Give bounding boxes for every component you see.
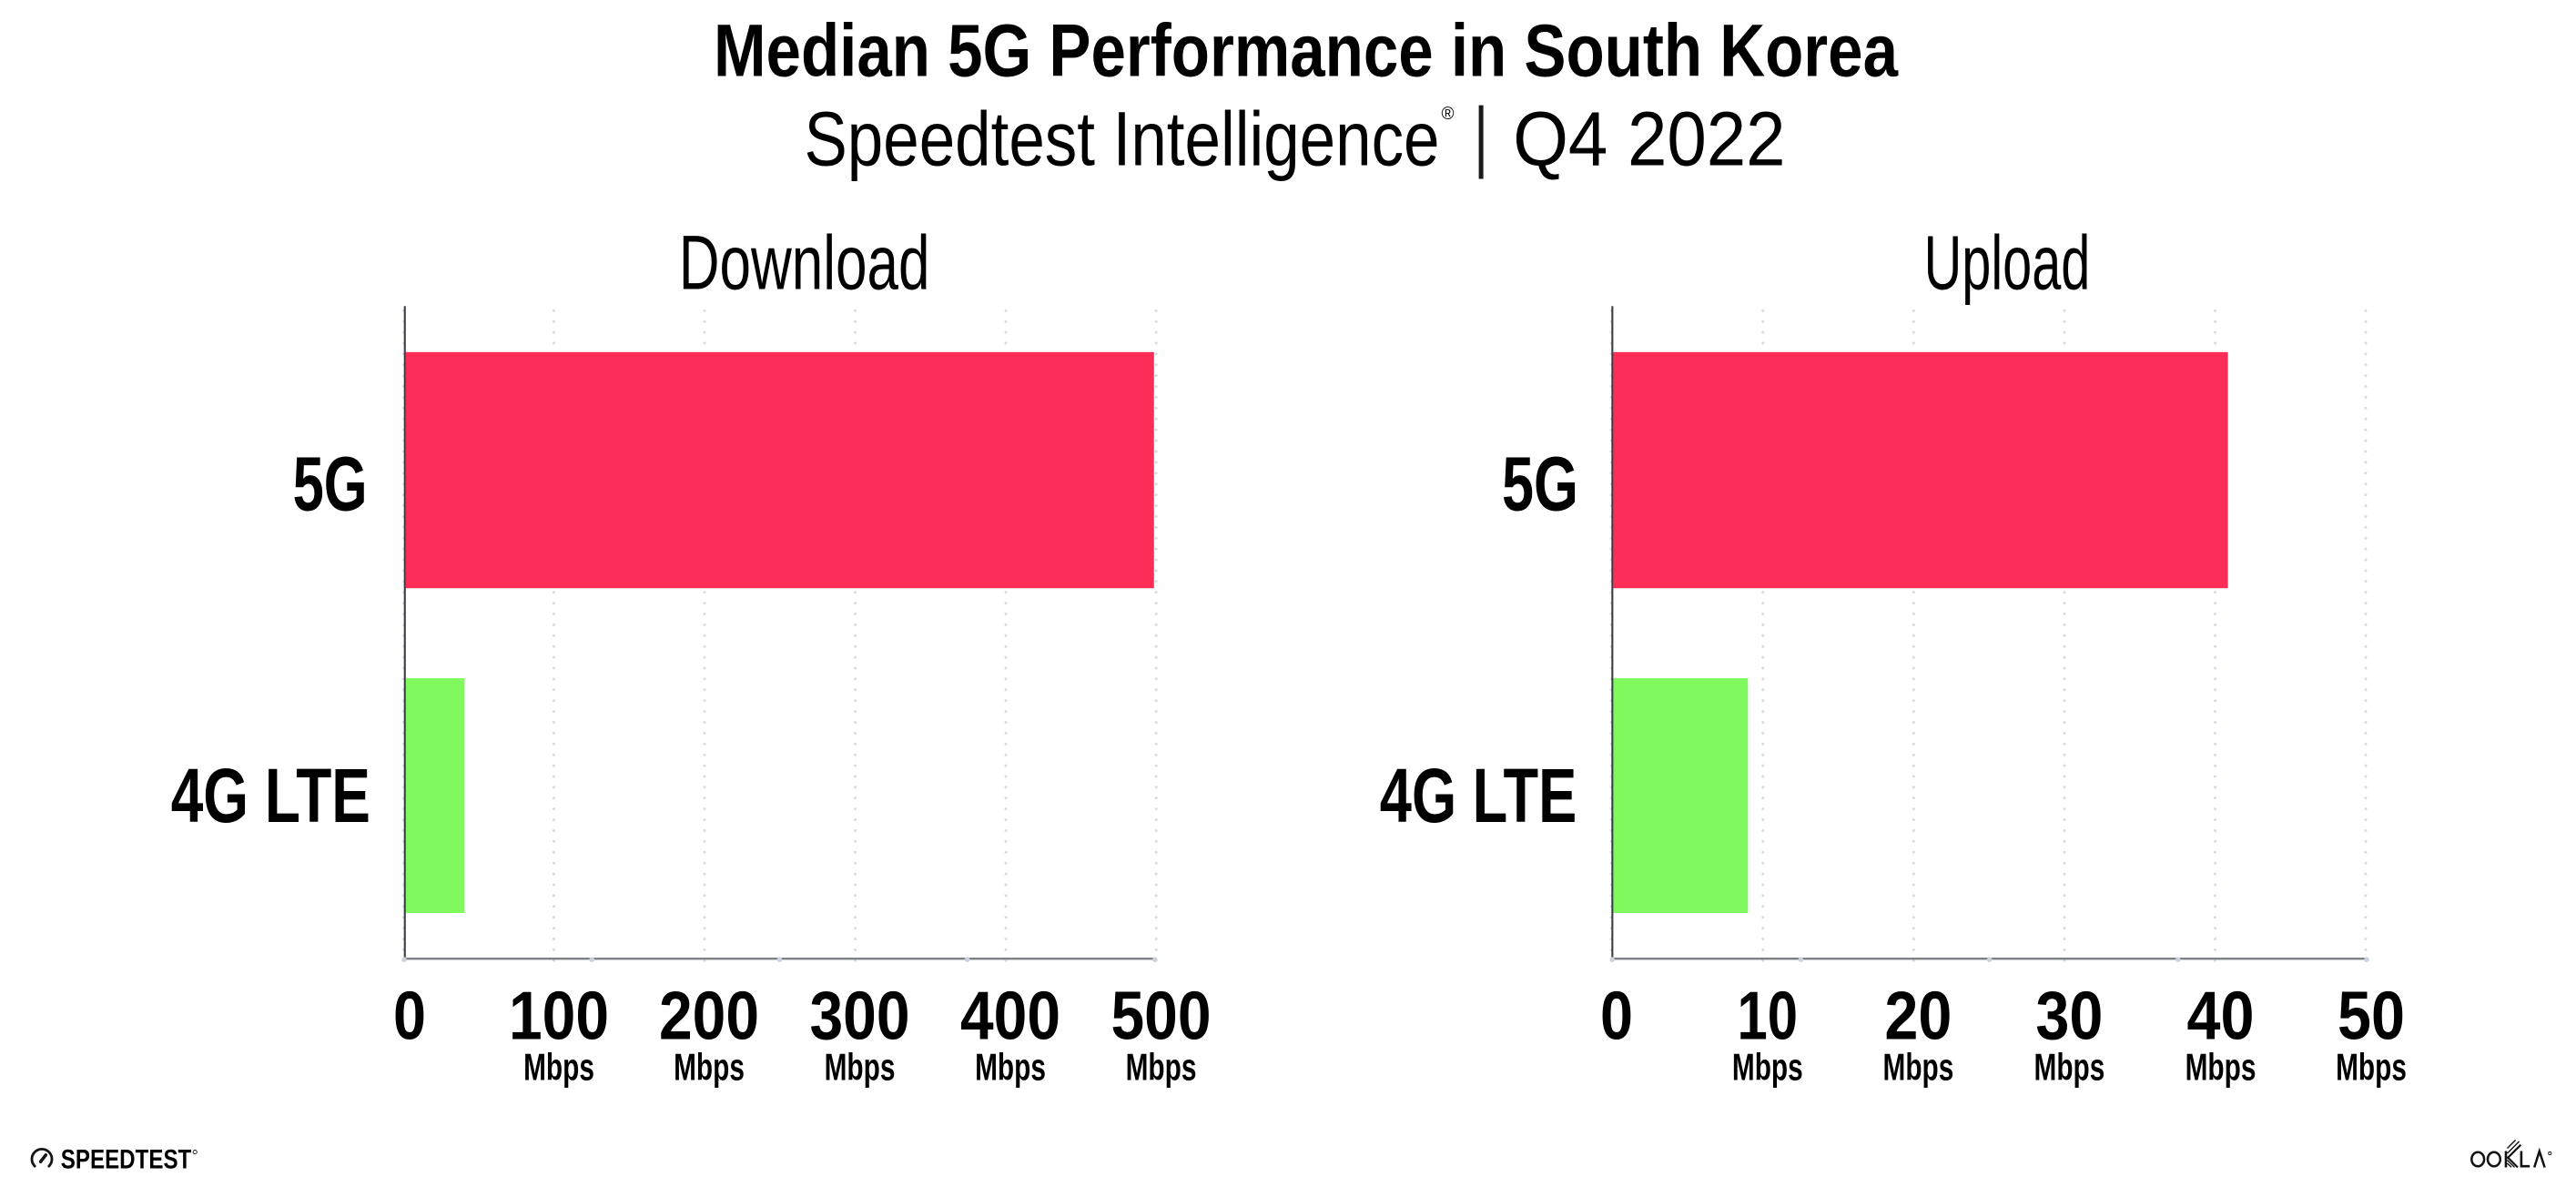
- svg-text:Download: Download: [679, 220, 930, 306]
- svg-text:10: 10: [1738, 977, 1799, 1053]
- svg-text:Q4 2022: Q4 2022: [1513, 96, 1785, 182]
- svg-text:40: 40: [2187, 977, 2255, 1053]
- svg-text:5G: 5G: [1502, 441, 1578, 527]
- svg-text:Median 5G Performance in South: Median 5G Performance in South Korea: [714, 10, 1899, 93]
- svg-text:Mbps: Mbps: [975, 1045, 1046, 1088]
- svg-text:0: 0: [1600, 977, 1633, 1053]
- svg-text:Mbps: Mbps: [523, 1045, 594, 1088]
- svg-text:4G LTE: 4G LTE: [171, 753, 370, 838]
- svg-text:50: 50: [2338, 977, 2405, 1053]
- svg-text:®: ®: [1442, 105, 1455, 124]
- svg-text:Upload: Upload: [1924, 220, 2091, 306]
- svg-text:20: 20: [1884, 977, 1952, 1053]
- svg-text:5G: 5G: [293, 441, 368, 527]
- svg-text:Mbps: Mbps: [2186, 1045, 2257, 1088]
- svg-text:400: 400: [960, 977, 1060, 1053]
- svg-text:Mbps: Mbps: [1126, 1045, 1197, 1088]
- svg-text:500: 500: [1111, 977, 1212, 1053]
- svg-text:Mbps: Mbps: [1883, 1045, 1954, 1088]
- svg-text:Mbps: Mbps: [1732, 1045, 1803, 1088]
- svg-text:30: 30: [2035, 977, 2103, 1053]
- svg-text:SPEEDTEST: SPEEDTEST: [61, 1144, 192, 1174]
- svg-text:Speedtest Intelligence: Speedtest Intelligence: [805, 96, 1440, 181]
- svg-text:300: 300: [810, 977, 910, 1053]
- svg-text:4G LTE: 4G LTE: [1380, 753, 1577, 838]
- svg-text:Mbps: Mbps: [2034, 1045, 2105, 1088]
- svg-text:Mbps: Mbps: [674, 1045, 745, 1088]
- svg-text:100: 100: [509, 977, 609, 1053]
- svg-text:0: 0: [393, 977, 426, 1053]
- svg-text:Mbps: Mbps: [825, 1045, 896, 1088]
- svg-text:Mbps: Mbps: [2336, 1045, 2407, 1088]
- svg-text:200: 200: [659, 977, 759, 1053]
